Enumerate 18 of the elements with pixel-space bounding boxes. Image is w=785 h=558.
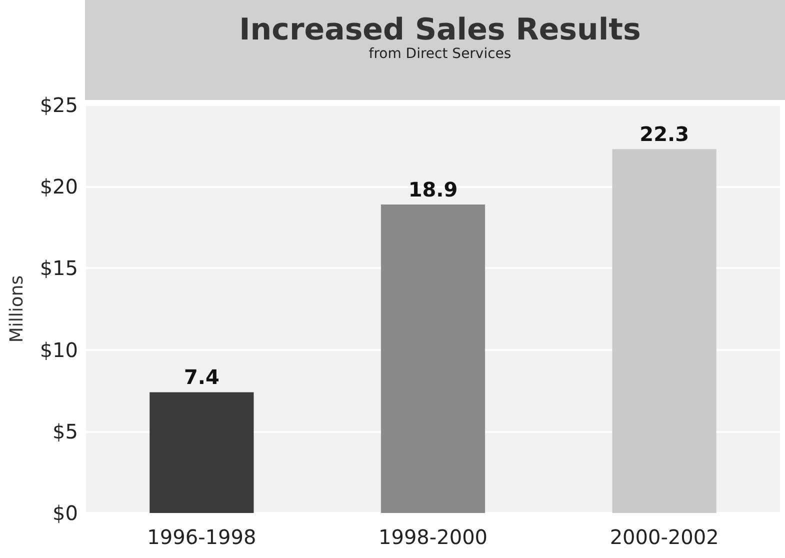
- bar: [380, 204, 486, 513]
- data-label: 7.4: [184, 365, 220, 390]
- x-tick-label: 1998-2000: [378, 525, 488, 549]
- bar: [150, 392, 254, 513]
- chart-subtitle: from Direct Services: [368, 46, 512, 62]
- x-tick-label: 1996-1998: [147, 525, 256, 549]
- y-tick-label: $25: [40, 93, 78, 117]
- y-axis-title: Millions: [6, 275, 28, 343]
- y-tick-label: $15: [40, 256, 78, 280]
- data-label: 18.9: [408, 178, 458, 202]
- data-label: 22.3: [640, 122, 690, 146]
- y-tick-label: $10: [40, 338, 78, 362]
- x-tick-label: 2000-2002: [610, 525, 719, 549]
- y-tick-label: $20: [40, 174, 78, 199]
- y-tick-label: $0: [52, 501, 78, 525]
- y-tick-label: $5: [52, 419, 78, 444]
- chart-title: Increased Sales Results: [239, 12, 641, 48]
- bar: [612, 149, 716, 513]
